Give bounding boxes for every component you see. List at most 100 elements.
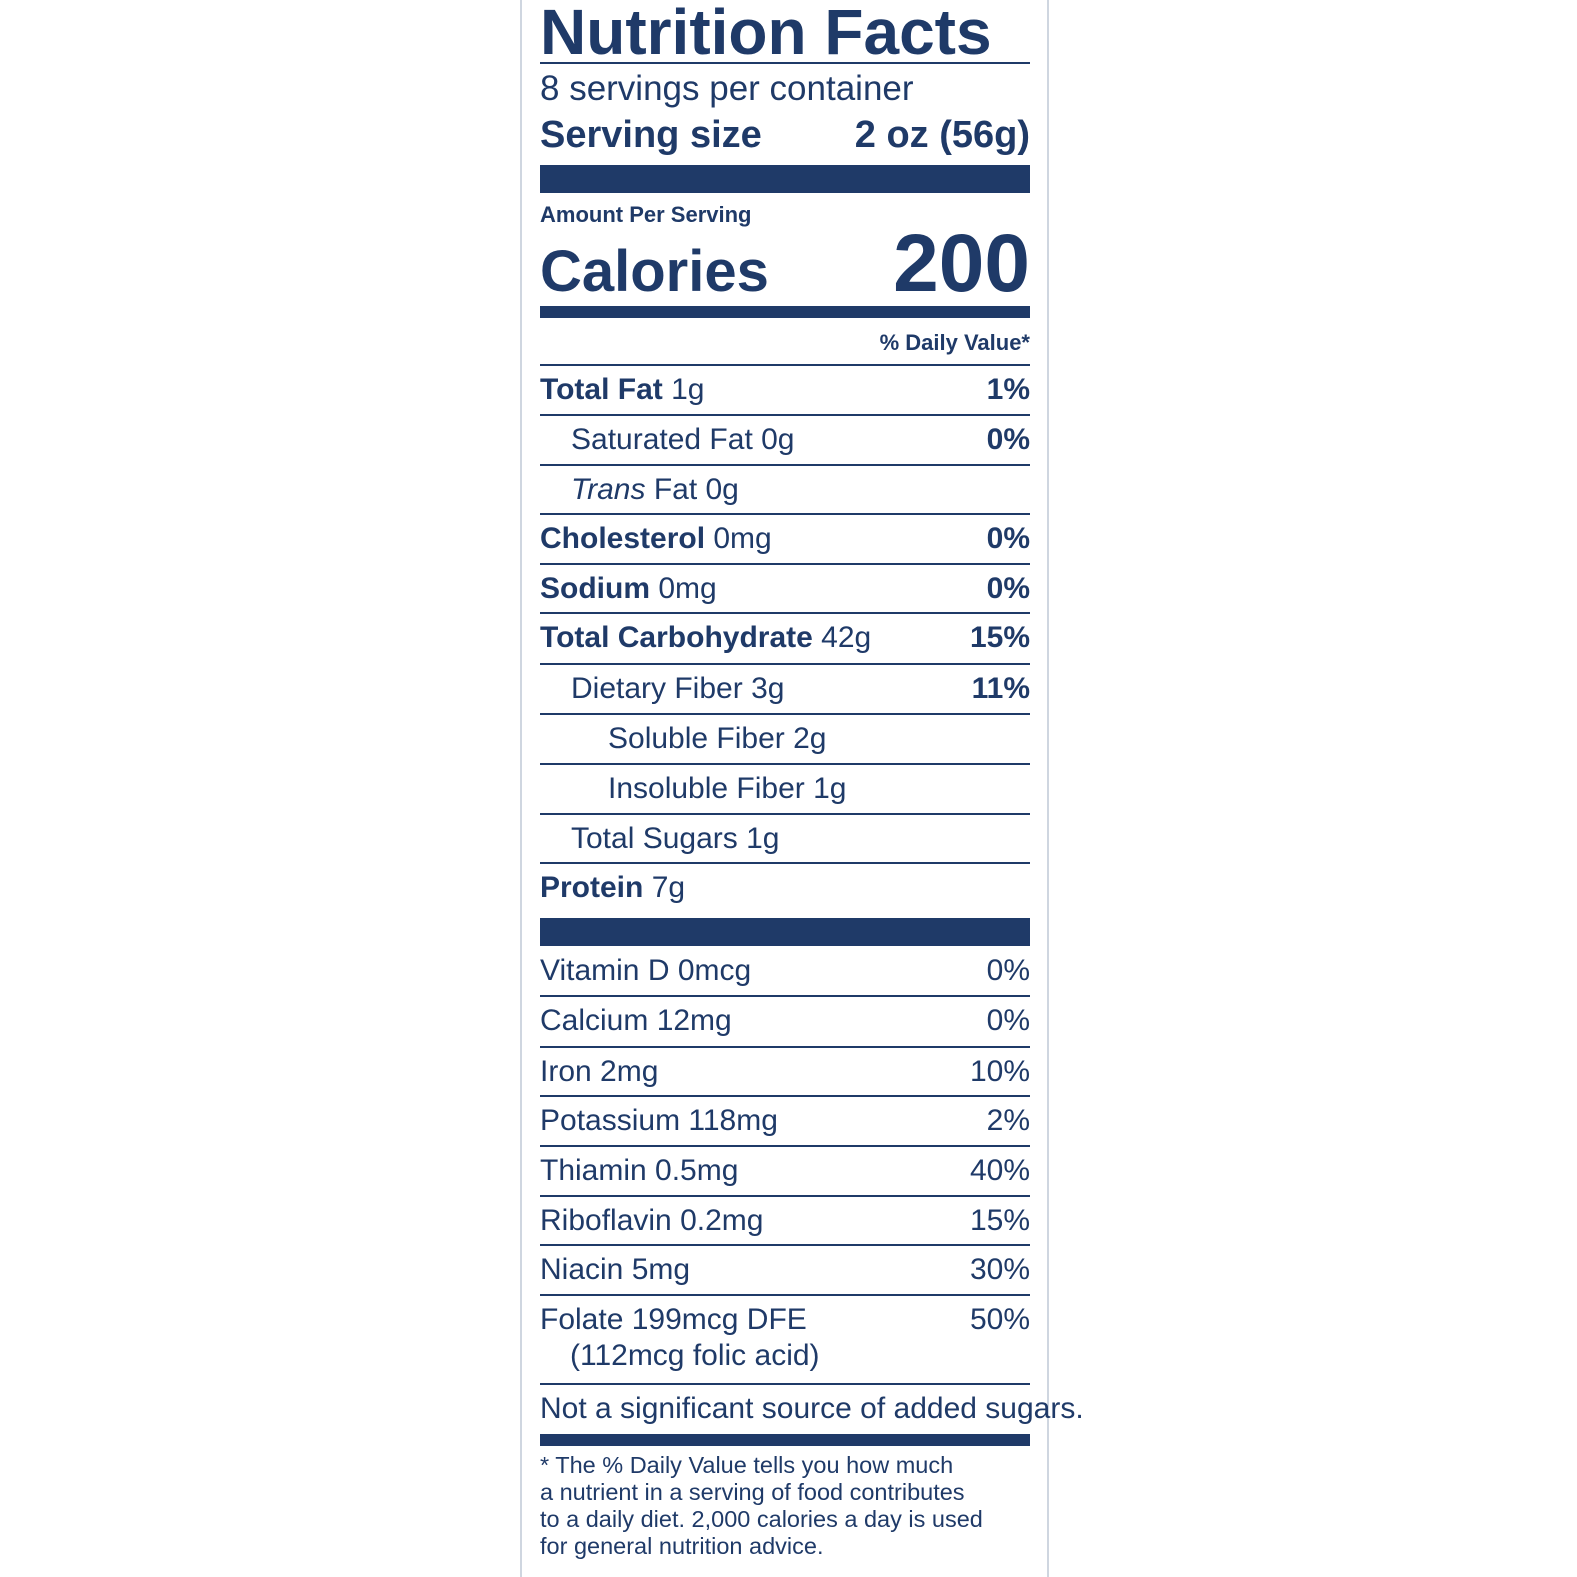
nutrient-amount: 0mg [713,522,772,555]
nutrient-dv: 15% [969,621,1030,654]
nutrient-name: Cholesterol [540,522,706,555]
vitamin-row-niacin: Niacin 5mg 30% [540,1246,1030,1294]
nutrient-amount: 1g [671,373,705,406]
medium-divider [540,306,1030,318]
nutrient-name: Trans [571,473,646,506]
vitamin-text: Thiamin 0.5mg [540,1154,739,1187]
divider [540,1095,1030,1097]
divider [540,1046,1030,1048]
vitamin-dv: 50% [969,1303,1030,1336]
nutrient-name: Total Sugars [571,822,738,855]
vitamin-text: Iron 2mg [540,1055,659,1088]
vitamin-dv: 0% [986,1004,1030,1037]
nutrient-amount: 0mg [658,572,717,605]
vitamin-row-potassium: Potassium 118mg 2% [540,1097,1030,1145]
divider [540,414,1030,416]
serving-size-label: Serving size [540,114,762,156]
nutrient-row-total-sugars: Total Sugars 1g [540,815,1030,863]
nutrient-row-total-fat: Total Fat 1g 1% [540,366,1030,414]
divider [540,62,1030,64]
nutrient-name: Total Carbohydrate [540,621,813,654]
vitamin-dv: 2% [986,1104,1030,1137]
daily-value-footnote: * The % Daily Value tells you how much a… [540,1452,1040,1560]
nutrient-name: Soluble Fiber [608,722,785,755]
footnote-line: for general nutrition advice. [540,1533,824,1559]
folic-acid-note: (112mcg folic acid) [570,1339,820,1372]
nutrient-name: Dietary Fiber [571,672,743,705]
nutrient-amount: 3g [751,672,785,705]
vitamin-dv: 40% [969,1154,1030,1187]
nutrient-amount: 1g [746,822,780,855]
vitamin-row-thiamin: Thiamin 0.5mg 40% [540,1147,1030,1195]
divider [540,1244,1030,1246]
nutrient-amount: 42g [821,621,872,654]
vitamin-text: Calcium 12mg [540,1004,732,1037]
nutrient-row-dietary-fiber: Dietary Fiber 3g 11% [540,665,1030,713]
divider [540,713,1030,715]
nutrient-row-protein: Protein 7g [540,864,1030,912]
nutrient-row-saturated-fat: Saturated Fat 0g 0% [540,416,1030,464]
nutrient-dv: 0% [986,522,1030,555]
divider [540,513,1030,515]
amount-per-serving: Amount Per Serving [540,202,752,227]
divider [540,1195,1030,1197]
vitamin-row-calcium: Calcium 12mg 0% [540,997,1030,1045]
vitamin-row-folate: Folate 199mcg DFE 50% [540,1296,1030,1344]
vitamin-text: Vitamin D 0mcg [540,954,752,987]
vitamin-text: Folate 199mcg DFE [540,1303,807,1336]
added-sugars-note: Not a significant source of added sugars… [540,1392,1084,1425]
thick-divider [540,165,1030,193]
nutrient-name: Total Fat [540,373,663,406]
footnote-line: * The % Daily Value tells you how much [540,1452,954,1478]
footnote-line: to a daily diet. 2,000 calories a day is… [540,1506,983,1532]
calories-value: 200 [893,218,1030,309]
divider [540,364,1030,366]
divider [540,1294,1030,1296]
nutrient-amount: Fat 0g [653,473,739,506]
divider [540,813,1030,815]
nutrient-row-total-carbohydrate: Total Carbohydrate 42g 15% [540,614,1030,662]
divider [540,862,1030,864]
nutrient-amount: 2g [793,722,827,755]
vitamin-text: Riboflavin 0.2mg [540,1204,764,1237]
calories-label: Calories [540,239,769,304]
divider [540,1383,1030,1385]
nutrient-amount: 1g [813,772,847,805]
nutrient-row-soluble-fiber: Soluble Fiber 2g [540,715,1030,763]
label-right-border [1047,0,1049,1577]
calories-row: Calories 200 [540,222,1030,306]
divider [540,663,1030,665]
nutrient-dv: 0% [986,572,1030,605]
nutrient-row-insoluble-fiber: Insoluble Fiber 1g [540,765,1030,813]
label-left-border [520,0,522,1577]
divider [540,563,1030,565]
nutrient-dv: 0% [986,423,1030,456]
nutrient-name: Protein [540,871,644,904]
nutrient-row-sodium: Sodium 0mg 0% [540,565,1030,613]
thick-divider [540,918,1030,946]
divider [540,464,1030,466]
vitamin-row-vitamin-d: Vitamin D 0mcg 0% [540,947,1030,995]
divider [540,995,1030,997]
vitamin-text: Potassium 118mg [540,1104,778,1137]
nutrient-amount: 7g [651,871,686,904]
nutrient-dv: 11% [971,672,1030,705]
vitamin-dv: 30% [969,1253,1030,1286]
nutrient-row-trans-fat: Trans Fat 0g [540,466,1030,514]
serving-size-value: 2 oz (56g) [854,114,1030,156]
nutrient-row-cholesterol: Cholesterol 0mg 0% [540,515,1030,563]
nutrient-amount: 0g [761,423,795,456]
divider [540,612,1030,614]
servings-per-container: 8 servings per container [540,69,914,108]
medium-divider [540,1434,1030,1446]
nutrient-name: Sodium [540,572,650,605]
label-title: Nutrition Facts [540,0,992,68]
divider [540,1145,1030,1147]
nutrient-name: Saturated Fat [571,423,753,456]
vitamin-row-iron: Iron 2mg 10% [540,1048,1030,1096]
vitamin-dv: 15% [969,1204,1030,1237]
divider [540,763,1030,765]
vitamin-text: Niacin 5mg [540,1253,691,1286]
serving-size-row: Serving size 2 oz (56g) [540,110,1030,160]
daily-value-header: % Daily Value* [879,330,1030,355]
